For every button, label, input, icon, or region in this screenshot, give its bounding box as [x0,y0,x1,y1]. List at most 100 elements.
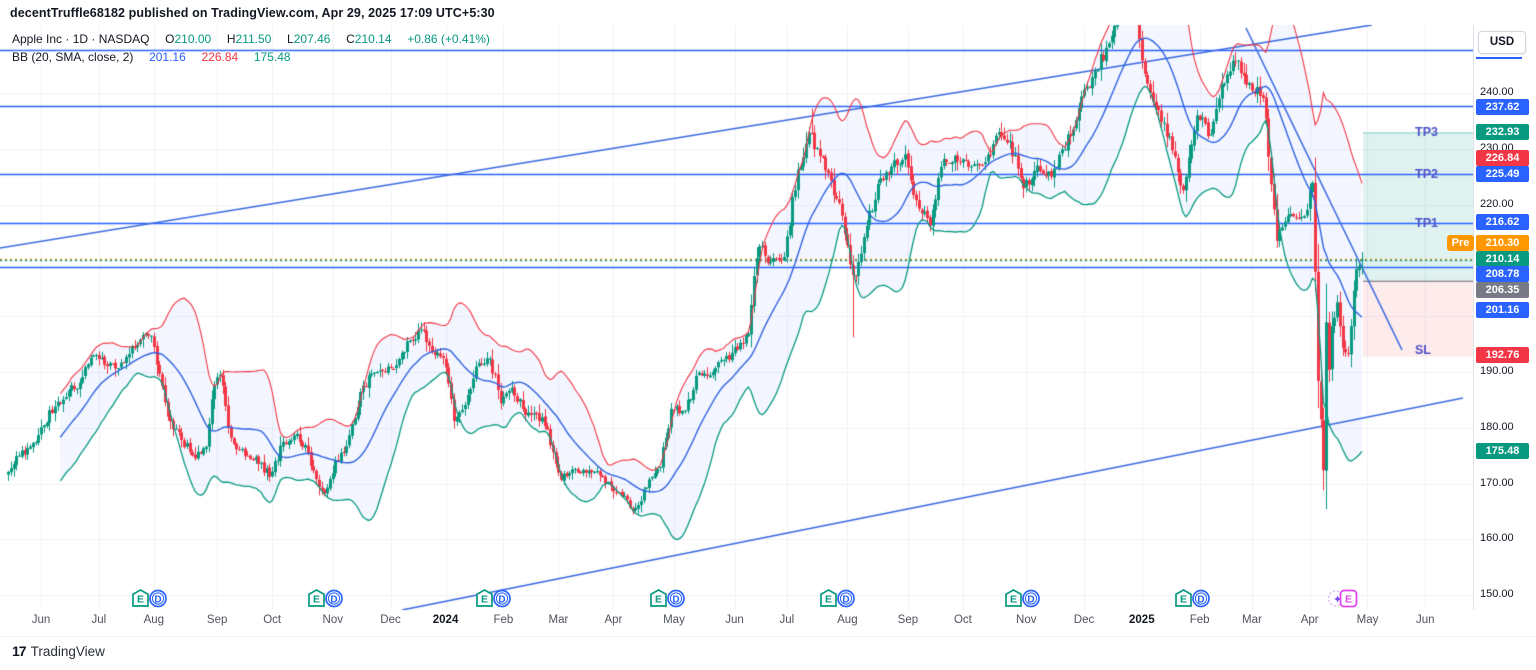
x-axis-month-label[interactable]: 2025 [1129,614,1155,626]
bb-legend-row[interactable]: BB (20, SMA, close, 2) 201.16 226.84 175… [12,49,490,65]
price-axis-tick: 170.00 [1480,476,1514,489]
chart-legend: Apple Inc · 1D · NASDAQ O210.00 H211.50 … [12,31,490,67]
svg-text:E: E [825,594,832,606]
price-label-pill: 232.93 [1476,124,1529,140]
x-axis-month-label[interactable]: Dec [380,614,401,626]
svg-text:E: E [313,594,320,606]
symbol-name[interactable]: Apple Inc [12,32,63,46]
x-axis-month-label[interactable]: May [663,614,685,626]
bb-upper-value: 226.84 [201,50,239,64]
close-value: 210.14 [354,32,392,46]
x-axis-month-label[interactable]: 2024 [432,614,459,626]
currency-underline [1476,57,1522,59]
x-axis-month-label[interactable]: Aug [143,614,165,626]
price-label-pill: 208.78 [1476,266,1529,282]
bb-lower-value: 175.48 [253,50,291,64]
x-axis-month-label[interactable]: Jun [1415,614,1435,626]
x-axis-month-label[interactable]: Nov [322,614,343,626]
x-axis-month-label[interactable]: Oct [263,614,282,626]
publication-header: decentTruffle68182 published on TradingV… [10,6,495,20]
svg-text:E: E [1345,594,1352,606]
x-axis-month-label[interactable]: Feb [1189,614,1210,626]
x-axis-month-label[interactable]: Sep [206,614,228,626]
svg-text:D: D [672,594,679,605]
earnings-icon: E D [820,589,856,608]
earnings-dividend-marker[interactable]: E D [306,588,346,608]
svg-text:E: E [137,594,144,606]
price-axis-separator [1473,25,1474,610]
price-axis-tick: 190.00 [1480,365,1514,377]
x-axis-month-label[interactable]: Sep [897,614,919,626]
currency-button[interactable]: USD [1478,31,1526,54]
svg-text:D: D [155,594,162,605]
svg-text:D: D [1027,594,1034,605]
x-axis-month-label[interactable]: Oct [953,614,972,626]
symbol-legend-row[interactable]: Apple Inc · 1D · NASDAQ O210.00 H211.50 … [12,32,490,46]
x-axis-month-label[interactable]: Mar [548,614,569,626]
price-axis-tick: 150.00 [1480,588,1514,601]
price-axis-tick: 180.00 [1480,420,1514,433]
earnings-icon: E D [476,589,512,608]
price-label-pill: 225.49 [1476,166,1529,182]
svg-text:E: E [1180,594,1187,606]
price-axis-tick: 220.00 [1480,197,1514,210]
svg-text:D: D [499,594,506,605]
open-label: O [165,32,175,46]
earnings-icon: E D [308,589,344,608]
price-label-pill: 201.16 [1476,302,1529,318]
svg-text:✦: ✦ [1333,593,1342,606]
open-value: 210.00 [174,32,212,46]
earnings-dividend-marker[interactable]: E D [1003,588,1043,608]
low-label: L [287,32,294,46]
bb-indicator-label[interactable]: BB (20, SMA, close, 2) [12,50,134,64]
tradingview-logo-text: TradingView [30,643,105,659]
price-label-pill: 175.48 [1476,443,1529,459]
x-axis-month-label[interactable]: Aug [837,614,858,626]
interval-label[interactable]: 1D [72,32,89,46]
svg-text:E: E [1010,594,1017,606]
x-axis-month-label[interactable]: Jun [725,614,744,626]
earnings-icon: E D [1004,589,1040,608]
x-axis-month-label[interactable]: Mar [1241,614,1262,626]
tradingview-logo-icon: 17 [12,643,27,659]
x-axis-month-label[interactable]: Jun [31,614,51,626]
close-label: C [346,32,355,46]
price-label-pill: 210.30 [1476,235,1529,251]
earnings-icon: E D [649,589,685,608]
x-axis-month-label[interactable]: Feb [493,614,514,626]
price-label-pill: 216.62 [1476,214,1529,230]
x-axis-month-label[interactable]: Apr [1300,614,1319,626]
x-axis-month-label[interactable]: Apr [604,614,623,626]
upcoming-earnings-marker[interactable]: ✦ E [1327,588,1368,608]
low-value: 207.46 [293,32,331,46]
price-chart-canvas[interactable] [0,0,1473,640]
change-value: +0.86 (+0.41%) [407,32,490,46]
x-axis-month-label[interactable]: Jul [779,614,795,626]
x-axis-month-label[interactable]: Jul [91,614,107,626]
price-axis-tick: 240.00 [1480,86,1514,98]
bb-basis-value: 201.16 [149,50,186,64]
price-label-pill: 210.14 [1476,251,1529,267]
earnings-dividend-marker[interactable]: E D [818,588,858,608]
time-axis-separator [0,636,1536,637]
high-value: 211.50 [235,32,272,46]
tradingview-logo[interactable]: 17 TradingView [12,643,105,659]
price-label-pill: 192.76 [1476,347,1529,363]
svg-text:D: D [843,594,850,605]
svg-text:E: E [481,594,488,606]
upcoming-earnings-icon: ✦ E [1327,589,1358,608]
earnings-icon: E D [1175,589,1211,608]
svg-text:E: E [655,594,662,606]
earnings-dividend-marker[interactable]: E D [1173,588,1213,608]
x-axis-month-label[interactable]: Nov [1016,614,1037,626]
earnings-dividend-marker[interactable]: E D [130,588,170,608]
earnings-dividend-marker[interactable]: E D [648,588,688,608]
price-label-pill: 237.62 [1476,99,1529,115]
earnings-icon: E D [132,589,168,608]
x-axis-month-label[interactable]: Dec [1073,614,1095,626]
earnings-dividend-marker[interactable]: E D [474,588,514,608]
price-label-pill: 226.84 [1476,150,1529,166]
svg-text:D: D [1198,594,1205,605]
x-axis-month-label[interactable]: May [1356,614,1379,626]
